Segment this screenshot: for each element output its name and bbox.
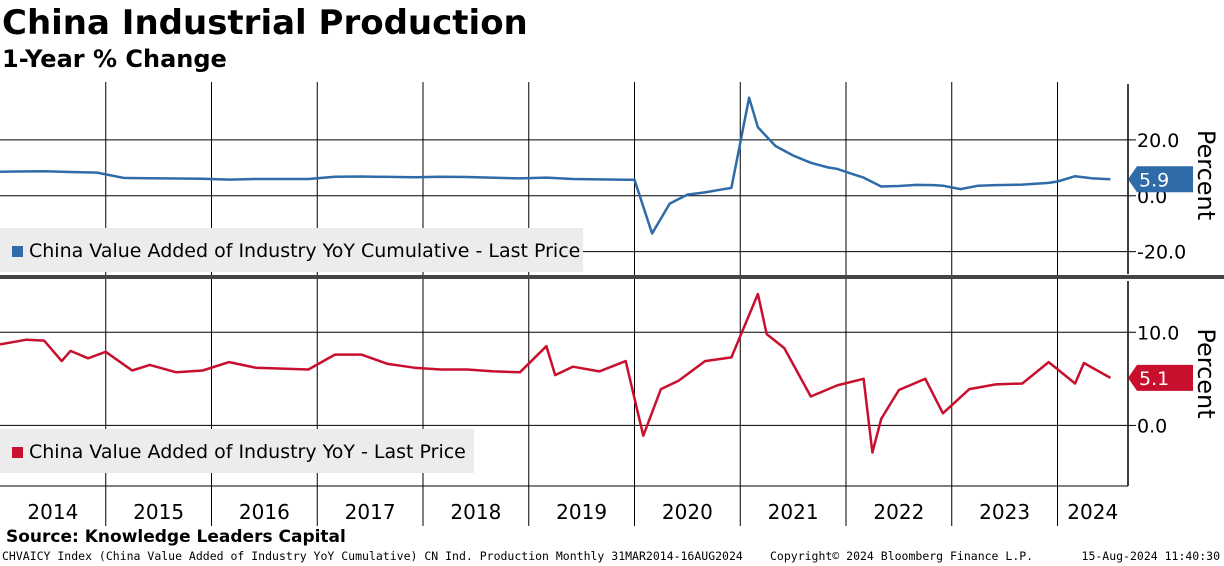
source-note: Source: Knowledge Leaders Capital: [6, 527, 346, 547]
series-line: [0, 96, 1111, 235]
y-tick-label: 0.0: [1137, 415, 1167, 437]
footer-copyright: Copyright© 2024 Bloomberg Finance L.P.: [770, 549, 1034, 563]
x-tick-label: 2018: [450, 500, 501, 524]
x-tick-label: 2017: [345, 500, 396, 524]
footer-timestamp: 15-Aug-2024 11:40:30: [1081, 549, 1220, 563]
chart-title: China Industrial Production: [2, 3, 528, 43]
series-line: [0, 292, 1112, 454]
last-value-box: [1128, 364, 1193, 391]
legend-box: [0, 228, 583, 272]
x-tick-label: 2024: [1067, 500, 1118, 524]
x-tick-label: 2021: [768, 500, 819, 524]
series-layer: [0, 96, 1112, 454]
legend-label: China Value Added of Industry YoY Cumula…: [29, 240, 580, 262]
last-value-marker: 5.9: [1128, 166, 1193, 193]
x-tick-label: 2014: [27, 500, 78, 524]
y-axis-title: Percent: [1192, 328, 1220, 418]
last-value-label: 5.9: [1139, 169, 1169, 191]
last-value-label: 5.1: [1139, 368, 1169, 390]
x-tick-label: 2020: [662, 500, 713, 524]
panel-separator: [0, 275, 1224, 279]
y-axis-title: Percent: [1192, 130, 1220, 220]
legend-swatch: [12, 246, 23, 257]
legend-layer: China Value Added of Industry YoY Cumula…: [0, 228, 583, 473]
x-tick-label: 2022: [873, 500, 924, 524]
last-value-marker: 5.1: [1128, 364, 1193, 391]
x-tick-label: 2019: [556, 500, 607, 524]
legend-label: China Value Added of Industry YoY - Last…: [29, 441, 466, 463]
footer-ticker: CHVAICY Index (China Value Added of Indu…: [2, 549, 743, 563]
x-axis-labels: 2014 2015 2016 2017 2018 2019 2020 2021 2022 2023…: [27, 500, 1118, 524]
x-tick-label: 2023: [979, 500, 1030, 524]
legend-box: [0, 429, 474, 473]
chart-subtitle: 1-Year % Change: [2, 45, 227, 73]
x-tick-label: 2015: [133, 500, 184, 524]
x-tick-label: 2016: [239, 500, 290, 524]
y-tick-label: -20.0: [1137, 242, 1186, 264]
legend-swatch: [12, 447, 23, 458]
y-tick-label: 10.0: [1137, 322, 1179, 344]
y-tick-label: 20.0: [1137, 130, 1179, 152]
last-value-box: [1128, 166, 1193, 193]
